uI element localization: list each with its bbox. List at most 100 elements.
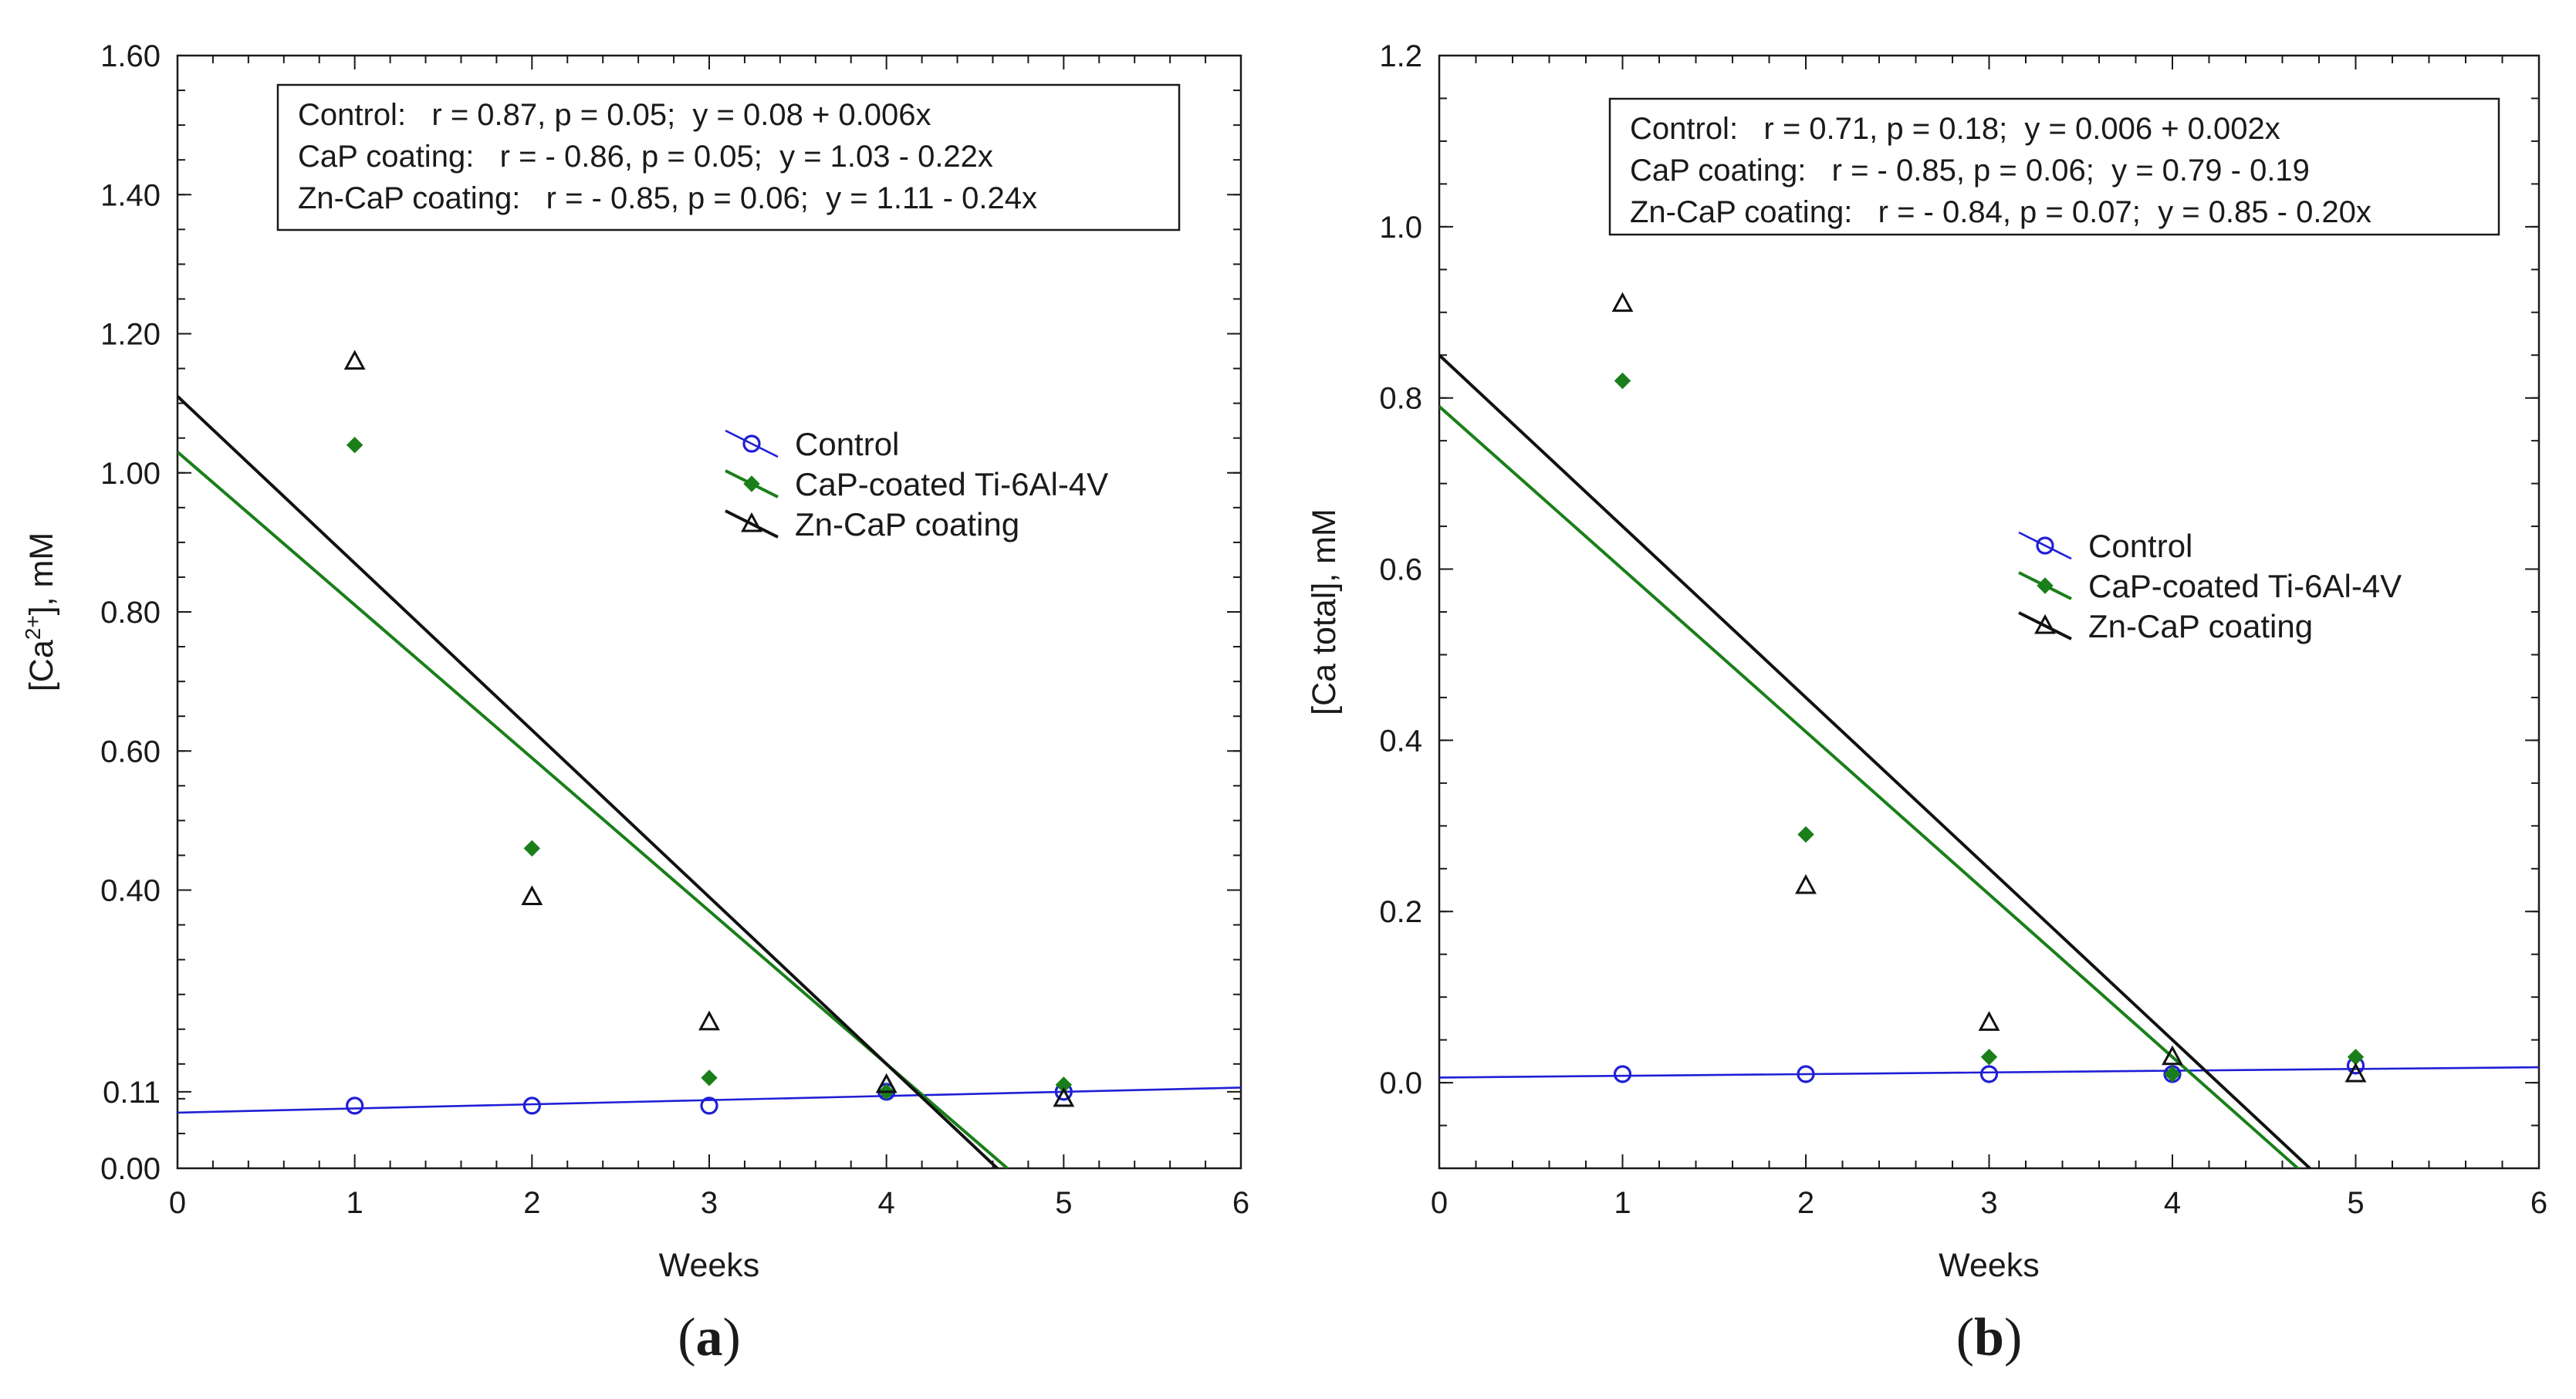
- equation-line: Zn-CaP coating: r = - 0.84, p = 0.07; y …: [1630, 195, 2371, 229]
- fit-line-open-circle: [177, 1086, 1241, 1114]
- data-point-open-triangle: [343, 350, 366, 370]
- panel-label: (b): [1956, 1308, 2023, 1367]
- x-tick-label: 1: [347, 1186, 363, 1220]
- fit-line-filled-diamond: [1439, 405, 2300, 1168]
- data-point-open-circle: [1797, 1065, 1815, 1083]
- data-point-open-triangle: [1053, 1086, 1075, 1107]
- x-axis-title: Weeks: [1939, 1247, 2040, 1284]
- legend-marker: [2037, 577, 2054, 594]
- chart-panel-b: 0 1 2 3 4 5 6 0.0 0.2 0.4 0.6 0.8 1.0 1.2 Weeks [Ca tot…: [1306, 39, 2547, 1367]
- x-tick-label: 5: [2347, 1186, 2364, 1220]
- equation-line: CaP coating: r = - 0.85, p = 0.06; y = 0…: [1630, 154, 2310, 188]
- x-tick-label: 2: [523, 1186, 540, 1220]
- x-tick-label: 5: [1055, 1186, 1072, 1220]
- panel-label-letter: b: [1974, 1308, 2004, 1367]
- chart-panel-a: 0 1 2 3 4 5 6 0.00 0.11 0.40 0.60 0.80 1.00 1.20 1.40 1…: [21, 39, 1249, 1367]
- equation-box: [276, 83, 1181, 231]
- panel-label-open: (: [678, 1308, 695, 1367]
- panel-label-close: ): [723, 1308, 741, 1367]
- x-tick-label: 2: [1797, 1186, 1814, 1220]
- x-tick-label: 6: [1232, 1186, 1249, 1220]
- data-point-filled-diamond: [701, 1070, 718, 1086]
- legend-label: CaP-coated Ti-6Al-4V: [2088, 568, 2402, 604]
- legend-label: Zn-CaP coating: [795, 506, 1019, 542]
- data-point-open-triangle: [521, 885, 543, 906]
- data-point-open-circle: [700, 1097, 718, 1115]
- panel-label-letter: a: [696, 1308, 723, 1367]
- x-tick-label: 0: [1431, 1186, 1448, 1220]
- y-axis-title-main: [Ca total], mM: [1306, 509, 1343, 715]
- fit-line-filled-diamond: [177, 451, 1010, 1168]
- data-point-filled-diamond: [1797, 826, 1814, 843]
- y-tick-label: 1.40: [100, 178, 161, 212]
- x-tick-label: 4: [2164, 1186, 2181, 1220]
- y-axis-title-suffix: ], mM: [23, 532, 60, 615]
- legend-line: [2018, 611, 2072, 640]
- y-tick-label: 0.80: [100, 596, 161, 630]
- y-axis-title: [Ca2+], mM: [21, 532, 60, 691]
- data-point-open-triangle: [1611, 292, 1634, 313]
- y-tick-label: 0.40: [100, 874, 161, 908]
- equation-box: [1608, 97, 2500, 236]
- legend-marker: [741, 512, 762, 532]
- legend-marker: [742, 434, 761, 453]
- data-point-filled-diamond: [346, 436, 363, 454]
- data-point-open-circle: [1613, 1065, 1632, 1083]
- x-tick-label: 1: [1614, 1186, 1631, 1220]
- equation-line: CaP coating: r = - 0.86, p = 0.05; y = 1…: [298, 140, 993, 174]
- y-tick-label: 0.60: [100, 735, 161, 769]
- y-tick-label: 0.8: [1379, 382, 1422, 416]
- data-point-filled-diamond: [1614, 372, 1631, 390]
- legend-label: Control: [795, 426, 899, 462]
- y-tick-label: 1.60: [100, 39, 161, 73]
- data-point-filled-diamond: [523, 840, 541, 857]
- data-point-open-triangle: [875, 1073, 898, 1093]
- y-tick-label: 1.20: [100, 318, 161, 352]
- data-point-open-circle: [522, 1097, 541, 1115]
- data-point-open-triangle: [1795, 874, 1817, 894]
- fit-line-open-triangle: [177, 395, 1000, 1168]
- legend-label: Zn-CaP coating: [2088, 608, 2313, 644]
- y-tick-label: 0.00: [100, 1152, 161, 1186]
- y-tick-label: 0.6: [1379, 553, 1422, 587]
- x-tick-label: 3: [1980, 1186, 1997, 1220]
- panel-label-close: ): [2004, 1308, 2022, 1367]
- legend-line: [2018, 531, 2072, 560]
- data-point-filled-diamond: [2164, 1066, 2181, 1083]
- data-point-open-circle: [1979, 1065, 1999, 1083]
- legend-marker: [2034, 613, 2056, 634]
- data-point-open-triangle: [2162, 1045, 2183, 1066]
- equation-line: Control: r = 0.71, p = 0.18; y = 0.006 +…: [1630, 112, 2280, 146]
- panel-label-open: (: [1956, 1308, 1974, 1367]
- y-tick-label: 1.2: [1379, 39, 1422, 73]
- x-axis-title: Weeks: [659, 1247, 760, 1284]
- y-tick-label: 0.2: [1379, 895, 1422, 929]
- data-point-open-triangle: [698, 1010, 720, 1031]
- legend-marker: [2036, 536, 2054, 555]
- legend-line: [725, 429, 779, 458]
- fit-line-open-triangle: [1439, 353, 2313, 1168]
- x-tick-label: 0: [169, 1186, 186, 1220]
- x-tick-label: 4: [878, 1186, 895, 1220]
- data-point-filled-diamond: [2347, 1049, 2365, 1066]
- panel-label: (a): [678, 1308, 741, 1367]
- y-tick-label: 0.4: [1379, 724, 1422, 758]
- equation-line: Zn-CaP coating: r = - 0.85, p = 0.06; y …: [298, 181, 1037, 215]
- x-tick-label: 3: [701, 1186, 718, 1220]
- data-point-open-circle: [346, 1097, 364, 1115]
- y-tick-label: 1.00: [100, 457, 161, 491]
- y-tick-label: 1.0: [1379, 211, 1422, 245]
- equation-line: Control: r = 0.87, p = 0.05; y = 0.08 + …: [298, 98, 931, 132]
- x-tick-label: 6: [2530, 1186, 2547, 1220]
- data-point-open-triangle: [2344, 1062, 2367, 1083]
- y-tick-label: 0.0: [1379, 1066, 1422, 1100]
- legend-label: CaP-coated Ti-6Al-4V: [795, 466, 1108, 502]
- data-point-open-triangle: [1978, 1011, 2000, 1031]
- y-axis-title-main: [Ca: [23, 640, 60, 691]
- legend-label: Control: [2088, 528, 2192, 564]
- legend-marker: [743, 475, 760, 492]
- y-tick-label: 0.11: [103, 1076, 161, 1110]
- y-axis-title-superscript: 2+: [21, 615, 45, 640]
- fit-line-open-circle: [1439, 1066, 2539, 1079]
- y-axis-title: [Ca total], mM: [1306, 509, 1343, 715]
